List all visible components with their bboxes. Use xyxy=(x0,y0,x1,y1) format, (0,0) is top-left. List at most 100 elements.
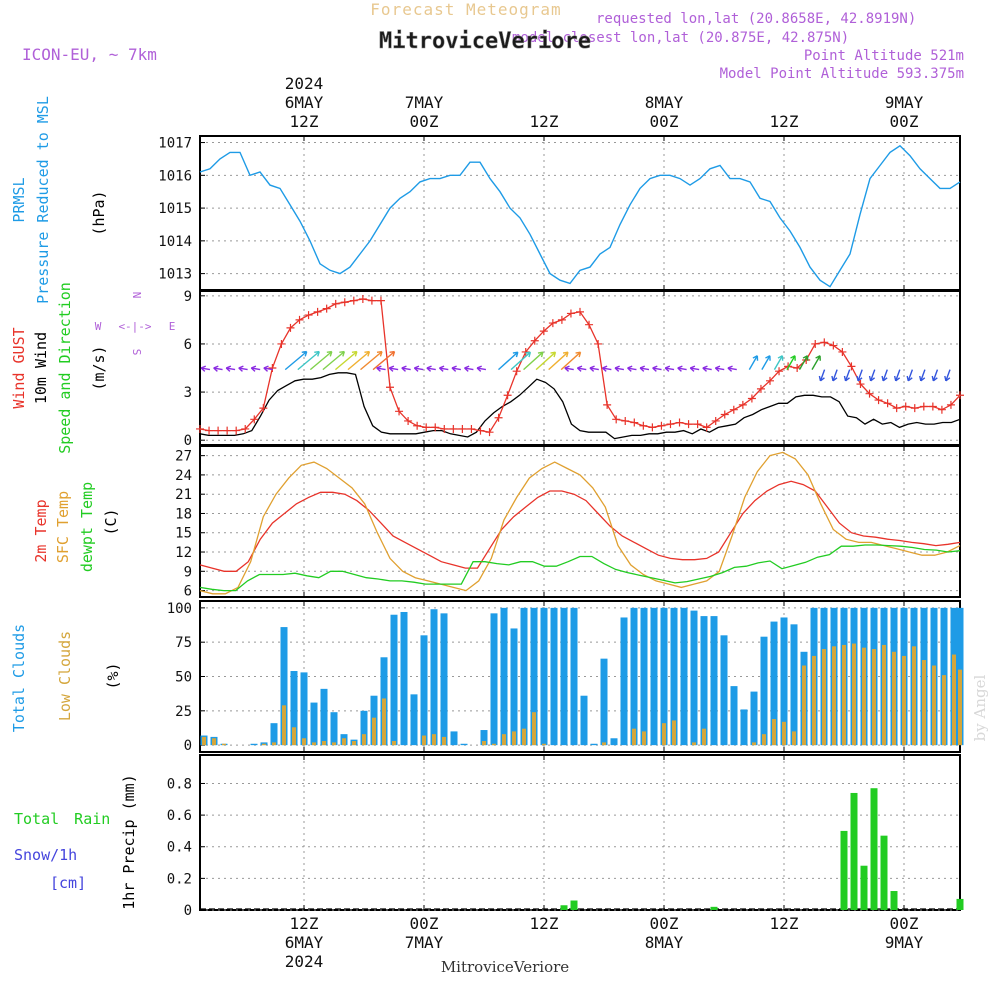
gust-marker xyxy=(349,296,358,305)
low-cloud-bar xyxy=(292,727,296,746)
gust-marker xyxy=(729,405,738,414)
total-cloud-bar xyxy=(620,617,628,746)
rain-bar xyxy=(890,891,898,910)
gust-marker xyxy=(467,424,476,433)
total-cloud-bar xyxy=(270,723,278,746)
wind-arrow xyxy=(284,351,308,371)
y-tick-label: 0.2 xyxy=(167,871,192,887)
temp2m-line xyxy=(199,480,961,572)
gust-marker xyxy=(829,341,838,350)
gust-marker xyxy=(874,396,883,405)
total-cloud-bar xyxy=(560,607,568,746)
low-cloud-bar xyxy=(342,738,346,746)
gust-marker xyxy=(775,367,784,376)
wind-arrow-head xyxy=(389,350,396,357)
wind-arrow-head xyxy=(326,350,333,357)
wind-arrow xyxy=(564,367,574,371)
wind-arrow-head xyxy=(376,365,382,372)
gust-marker xyxy=(711,416,720,425)
gust-marker xyxy=(766,376,774,385)
gust-marker xyxy=(539,327,548,336)
gust-marker xyxy=(304,311,313,320)
gust-marker xyxy=(512,367,521,376)
y-tick-label: 0 xyxy=(184,738,192,754)
wind-arrow-head xyxy=(476,365,482,372)
wind-arrow-head xyxy=(339,350,345,357)
wind-arrow xyxy=(819,369,826,382)
gust-marker xyxy=(241,424,250,433)
wind-arrow-head xyxy=(413,365,420,372)
gust-marker xyxy=(557,315,566,324)
low-cloud-bar xyxy=(372,717,376,746)
y-tick-label: 25 xyxy=(175,704,192,720)
gust-marker xyxy=(594,339,603,348)
gust-marker xyxy=(422,423,431,432)
gust-marker xyxy=(883,399,892,408)
total-cloud-bar xyxy=(760,636,768,746)
low-cloud-bar xyxy=(752,742,756,746)
low-cloud-bar xyxy=(482,741,486,746)
low-cloud-bar xyxy=(762,734,766,746)
y-tick-label: 0.6 xyxy=(167,808,192,824)
total-cloud-bar xyxy=(490,613,498,746)
gust-marker xyxy=(476,426,485,435)
total-cloud-bar xyxy=(590,743,598,746)
total-cloud-bar xyxy=(250,743,258,746)
wind-arrow-head xyxy=(564,365,570,372)
snow-unit: [cm] xyxy=(50,874,86,892)
time-label: 6MAY xyxy=(285,933,324,952)
low-cloud-bar xyxy=(212,738,216,746)
gust-marker xyxy=(756,384,765,393)
cloud-labels: Total Clouds Low Clouds (%) xyxy=(10,624,122,732)
wind-arrow xyxy=(945,369,951,382)
wind-arrow xyxy=(748,355,758,370)
low-cloud-bar xyxy=(902,655,906,746)
wind-arrow-head xyxy=(263,365,269,372)
wind-arrow xyxy=(263,367,273,371)
time-label: 00Z xyxy=(890,914,919,933)
gust-marker xyxy=(449,424,458,433)
gust-marker xyxy=(250,415,259,424)
rain-label: Total Rain xyxy=(14,810,110,828)
dewpt-line xyxy=(199,544,961,592)
gust-marker xyxy=(612,415,621,424)
wind-arrow-head xyxy=(856,375,863,382)
wind-arrow-head xyxy=(351,350,358,357)
time-label: 2024 xyxy=(285,74,324,93)
wind-arrow-head xyxy=(250,365,257,372)
total-cloud-bar xyxy=(650,607,658,746)
total-cloud-bar xyxy=(510,628,518,746)
wind-arrow-head xyxy=(238,365,244,372)
gust-marker xyxy=(919,402,928,411)
low-cloud-bar xyxy=(602,742,606,746)
total-cloud-bar xyxy=(330,712,338,746)
wind-arrow-head xyxy=(614,365,620,372)
y-tick-label: 0.4 xyxy=(167,840,192,856)
total-cloud-bar xyxy=(640,607,648,746)
gust-marker xyxy=(205,426,214,435)
low-cloud-bar xyxy=(332,742,336,746)
total-cloud-bar xyxy=(410,694,418,746)
rain-bar xyxy=(870,788,878,910)
low-cloud-bar xyxy=(952,654,956,746)
time-label: 00Z xyxy=(650,914,679,933)
wind-arrow-head xyxy=(200,365,207,372)
requested-coords: requested lon,lat (20.8658E, 42.8919N) xyxy=(596,11,916,27)
wind-arrow xyxy=(476,367,487,371)
time-label: 00Z xyxy=(890,112,919,131)
compass-cross: <-|-> xyxy=(118,320,151,333)
wind-arrow-head xyxy=(765,355,771,361)
wind-arrow xyxy=(226,367,236,371)
wind-arrow-head xyxy=(815,355,821,361)
gust-marker xyxy=(865,389,874,398)
y-tick-label: 6 xyxy=(184,337,192,353)
wind-arrow xyxy=(213,367,223,371)
wind-arrow-head xyxy=(639,365,646,372)
wind-arrow xyxy=(602,367,612,371)
chart-title: MitroviceVeriore xyxy=(379,29,591,54)
wind-arrow xyxy=(560,351,581,371)
total-cloud-bar xyxy=(550,607,558,746)
wind-arrow-head xyxy=(225,365,232,372)
y-tick-label: 15 xyxy=(175,526,192,542)
